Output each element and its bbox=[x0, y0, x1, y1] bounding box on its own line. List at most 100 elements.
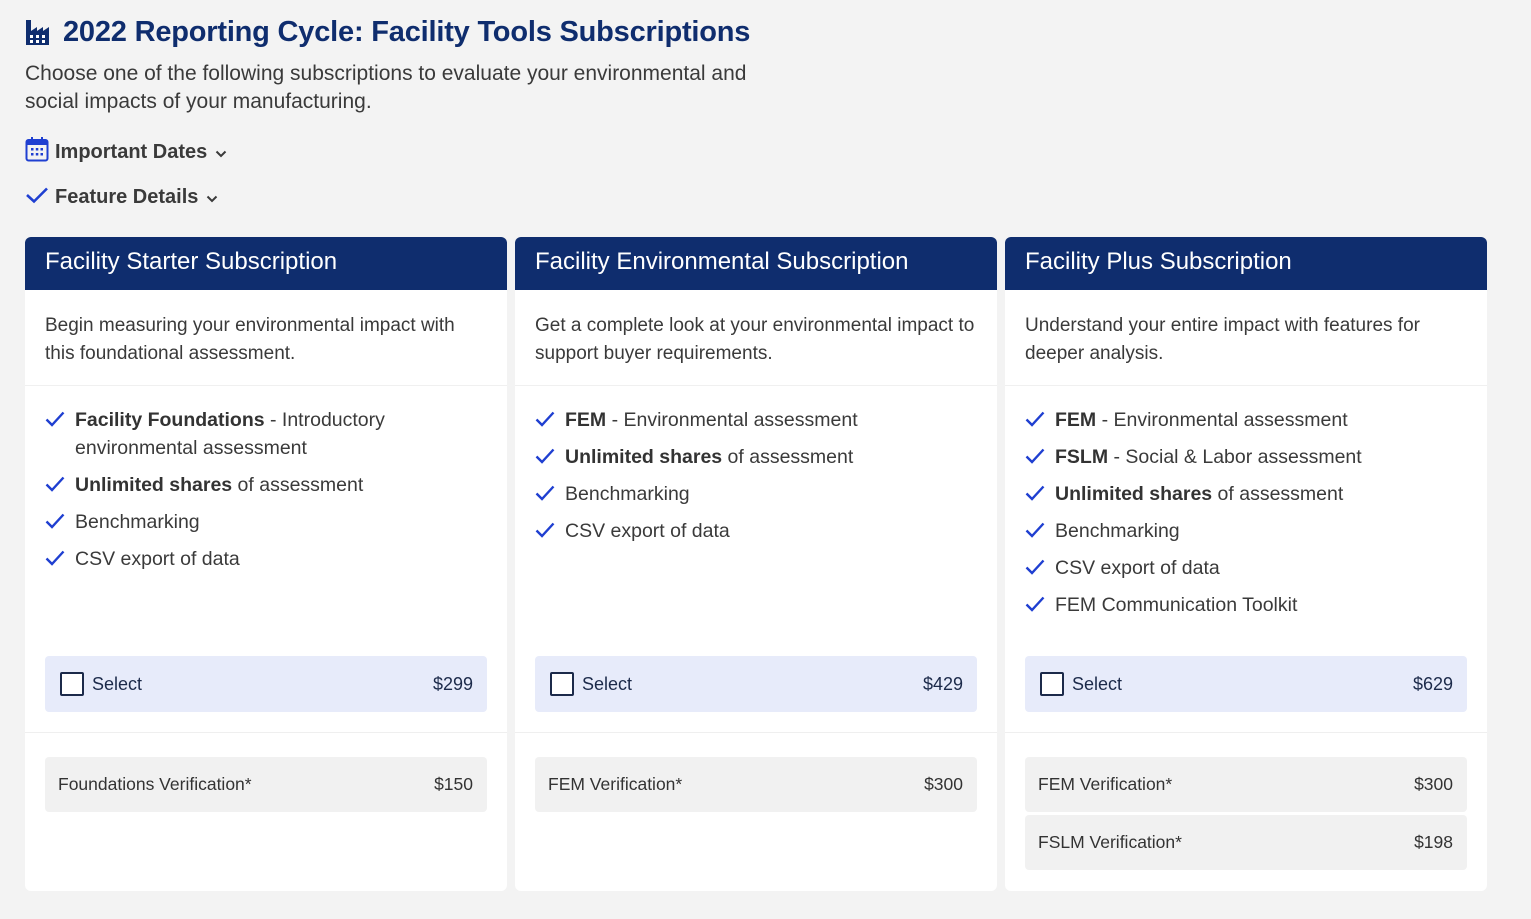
feature-item: CSV export of data bbox=[45, 545, 487, 573]
check-icon bbox=[45, 508, 75, 535]
select-label: Select bbox=[1072, 673, 1123, 694]
verification-label: FSLM Verification* bbox=[1038, 832, 1182, 852]
feature-text: CSV export of data bbox=[565, 517, 730, 545]
check-icon bbox=[1025, 554, 1055, 581]
feature-rest: CSV export of data bbox=[1055, 557, 1220, 579]
select-subscription-option[interactable]: Select $429 bbox=[535, 656, 977, 712]
feature-list: FEM - Environmental assessment FSLM - So… bbox=[1005, 386, 1487, 656]
feature-details-toggle[interactable]: Feature Details bbox=[25, 182, 218, 212]
feature-bold: Unlimited shares bbox=[565, 446, 723, 468]
verification-price: $198 bbox=[1414, 832, 1453, 852]
feature-rest: of assessment bbox=[232, 474, 364, 496]
check-icon bbox=[45, 406, 75, 433]
feature-item: FEM - Environmental assessment bbox=[535, 406, 977, 434]
feature-item: CSV export of data bbox=[1025, 554, 1467, 582]
select-subscription-option[interactable]: Select $629 bbox=[1025, 656, 1467, 712]
card-description: Get a complete look at your environmenta… bbox=[515, 290, 997, 386]
subscription-card: Facility Starter Subscription Begin measu… bbox=[25, 237, 507, 891]
check-icon bbox=[535, 480, 565, 507]
divider bbox=[1005, 732, 1487, 733]
header: 2022 Reporting Cycle: Facility Tools Sub… bbox=[25, 14, 825, 116]
important-dates-toggle[interactable]: Important Dates bbox=[25, 136, 227, 168]
subscription-card: Facility Environmental Subscription Get a… bbox=[515, 237, 997, 891]
feature-bold: FSLM bbox=[1055, 446, 1109, 468]
feature-text: CSV export of data bbox=[75, 545, 240, 573]
feature-text: FEM Communication Toolkit bbox=[1055, 591, 1297, 619]
verification-label: Foundations Verification* bbox=[58, 774, 252, 794]
feature-bold: FEM bbox=[1055, 409, 1097, 431]
feature-text: FEM - Environmental assessment bbox=[1055, 406, 1348, 434]
card-title: Facility Starter Subscription bbox=[25, 237, 507, 290]
feature-item: CSV export of data bbox=[535, 517, 977, 545]
subscription-price: $429 bbox=[922, 673, 963, 694]
feature-item: FSLM - Social & Labor assessment bbox=[1025, 443, 1467, 471]
select-subscription-option[interactable]: Select $299 bbox=[45, 656, 487, 712]
verification-price: $300 bbox=[1414, 774, 1453, 794]
factory-icon bbox=[25, 18, 53, 46]
feature-text: Facility Foundations - Introductory envi… bbox=[75, 406, 487, 462]
select-label: Select bbox=[582, 673, 633, 694]
page-subtitle: Choose one of the following subscription… bbox=[25, 62, 747, 113]
verification-item: FEM Verification* $300 bbox=[1025, 757, 1467, 812]
feature-text: CSV export of data bbox=[1055, 554, 1220, 582]
check-icon bbox=[25, 182, 49, 212]
feature-item: Benchmarking bbox=[535, 480, 977, 508]
feature-bold: FEM bbox=[565, 409, 607, 431]
feature-bold: Facility Foundations bbox=[75, 409, 265, 431]
feature-rest: - Introductory environmental assessment bbox=[75, 409, 385, 459]
check-icon bbox=[1025, 517, 1055, 544]
feature-text: Benchmarking bbox=[75, 508, 200, 536]
subscription-price: $629 bbox=[1412, 673, 1453, 694]
divider bbox=[515, 732, 997, 733]
chevron-down-icon bbox=[206, 186, 218, 209]
subscription-card: Facility Plus Subscription Understand you… bbox=[1005, 237, 1487, 891]
feature-rest: Benchmarking bbox=[75, 511, 200, 533]
check-icon bbox=[45, 545, 75, 572]
verification-item: FSLM Verification* $198 bbox=[1025, 815, 1467, 870]
feature-text: FEM - Environmental assessment bbox=[565, 406, 858, 434]
feature-text: Unlimited shares of assessment bbox=[565, 443, 853, 471]
check-icon bbox=[45, 471, 75, 498]
feature-text: Unlimited shares of assessment bbox=[1055, 480, 1343, 508]
feature-rest: Benchmarking bbox=[1055, 520, 1180, 542]
card-title: Facility Environmental Subscription bbox=[515, 237, 997, 290]
check-icon bbox=[1025, 443, 1055, 470]
select-checkbox[interactable] bbox=[1040, 672, 1064, 696]
subscription-cards: Facility Starter Subscription Begin measu… bbox=[25, 237, 1487, 891]
feature-text: FSLM - Social & Labor assessment bbox=[1055, 443, 1362, 471]
check-icon bbox=[1025, 480, 1055, 507]
select-label: Select bbox=[92, 673, 143, 694]
feature-rest: Benchmarking bbox=[565, 483, 690, 505]
card-description: Understand your entire impact with featu… bbox=[1005, 290, 1487, 386]
feature-text: Benchmarking bbox=[565, 480, 690, 508]
check-icon bbox=[1025, 591, 1055, 618]
feature-details-label: Feature Details bbox=[55, 185, 199, 208]
page-title: 2022 Reporting Cycle: Facility Tools Sub… bbox=[63, 15, 751, 48]
feature-item: Benchmarking bbox=[45, 508, 487, 536]
verification-item: Foundations Verification* $150 bbox=[45, 757, 487, 812]
feature-text: Unlimited shares of assessment bbox=[75, 471, 363, 499]
feature-rest: of assessment bbox=[722, 446, 854, 468]
important-dates-label: Important Dates bbox=[55, 140, 208, 163]
card-title: Facility Plus Subscription bbox=[1005, 237, 1487, 290]
feature-list: Facility Foundations - Introductory envi… bbox=[25, 386, 507, 656]
feature-bold: Unlimited shares bbox=[75, 474, 233, 496]
check-icon bbox=[535, 517, 565, 544]
feature-item: Unlimited shares of assessment bbox=[1025, 480, 1467, 508]
feature-rest: CSV export of data bbox=[75, 548, 240, 570]
title-row: 2022 Reporting Cycle: Facility Tools Sub… bbox=[25, 14, 825, 50]
subscription-price: $299 bbox=[432, 673, 473, 694]
feature-item: Unlimited shares of assessment bbox=[45, 471, 487, 499]
calendar-icon bbox=[25, 136, 49, 168]
feature-rest: - Environmental assessment bbox=[1096, 409, 1348, 431]
verification-label: FEM Verification* bbox=[1038, 774, 1173, 794]
check-icon bbox=[535, 406, 565, 433]
feature-rest: - Environmental assessment bbox=[606, 409, 858, 431]
verification-label: FEM Verification* bbox=[548, 774, 683, 794]
feature-rest: FEM Communication Toolkit bbox=[1055, 594, 1298, 616]
feature-rest: - Social & Labor assessment bbox=[1108, 446, 1362, 468]
feature-rest: CSV export of data bbox=[565, 520, 730, 542]
select-checkbox[interactable] bbox=[550, 672, 574, 696]
select-checkbox[interactable] bbox=[60, 672, 84, 696]
